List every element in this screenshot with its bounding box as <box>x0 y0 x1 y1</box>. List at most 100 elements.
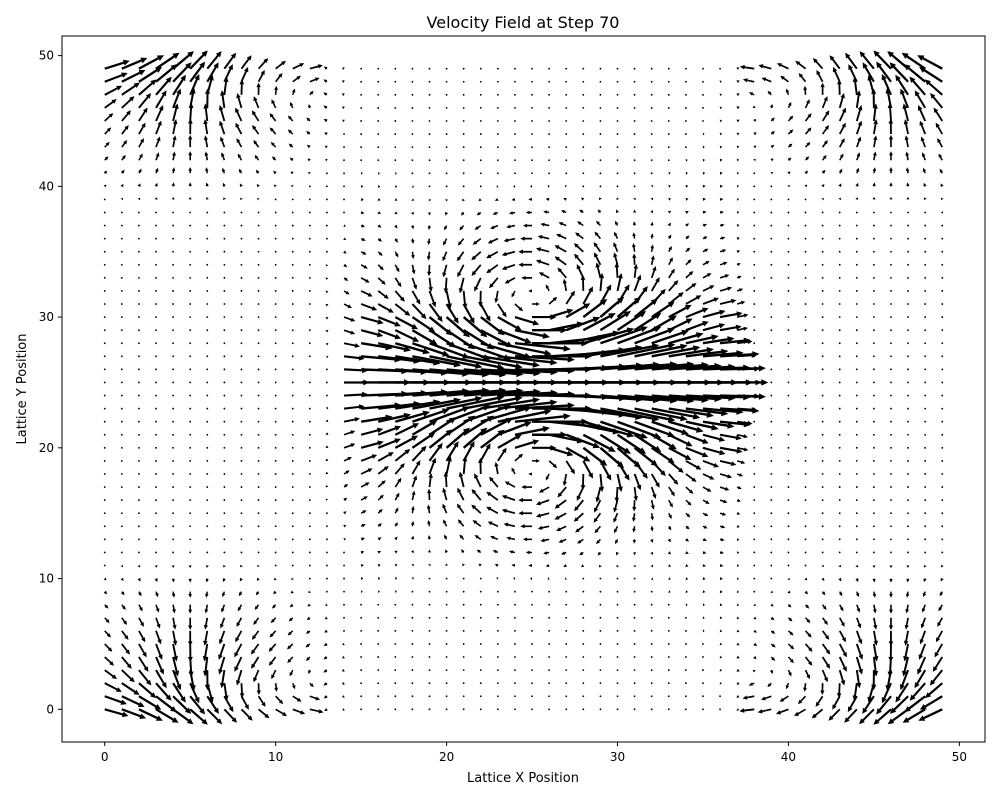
velocity-arrow <box>103 184 107 188</box>
velocity-arrow <box>668 394 722 403</box>
velocity-arrow <box>557 267 567 279</box>
velocity-arrow <box>719 80 722 84</box>
velocity-arrow <box>787 394 790 397</box>
velocity-arrow <box>548 120 551 122</box>
velocity-arrow <box>206 276 209 279</box>
velocity-arrow <box>445 329 476 350</box>
velocity-arrow <box>223 276 226 279</box>
velocity-arrow <box>411 264 416 275</box>
velocity-arrow <box>702 446 726 456</box>
velocity-arrow <box>548 308 574 319</box>
velocity-arrow <box>188 578 192 583</box>
velocity-arrow <box>326 198 328 201</box>
velocity-arrow <box>121 154 126 161</box>
velocity-arrow <box>308 103 312 109</box>
velocity-arrow <box>719 668 722 672</box>
velocity-arrow <box>924 276 927 279</box>
velocity-arrow <box>804 237 807 240</box>
velocity-arrow <box>474 473 482 488</box>
velocity-arrow <box>203 135 209 148</box>
velocity-arrow <box>531 682 533 685</box>
velocity-arrow <box>463 342 512 361</box>
velocity-arrow <box>514 172 516 175</box>
velocity-arrow <box>479 120 482 122</box>
velocity-arrow <box>702 393 751 401</box>
velocity-arrow <box>753 211 756 214</box>
velocity-arrow <box>463 329 495 350</box>
velocity-arrow <box>462 172 465 175</box>
velocity-arrow <box>308 446 311 449</box>
velocity-arrow <box>561 551 567 555</box>
velocity-arrow <box>103 316 106 318</box>
velocity-arrow <box>518 262 533 268</box>
velocity-arrow <box>890 342 892 345</box>
velocity-arrow <box>255 169 260 174</box>
velocity-arrow <box>501 508 516 515</box>
velocity-arrow <box>221 591 226 598</box>
velocity-arrow <box>736 681 740 685</box>
velocity-arrow <box>924 407 927 410</box>
velocity-arrow <box>736 67 740 71</box>
velocity-arrow <box>873 119 878 135</box>
velocity-arrow <box>787 407 790 410</box>
velocity-arrow <box>821 290 824 292</box>
velocity-arrow <box>855 368 858 371</box>
velocity-arrow <box>838 473 841 475</box>
velocity-arrow <box>600 361 661 371</box>
velocity-arrow <box>394 629 397 632</box>
velocity-arrow <box>155 105 164 122</box>
velocity-arrow <box>394 67 397 70</box>
velocity-arrow <box>797 695 807 705</box>
velocity-arrow <box>272 604 277 609</box>
velocity-arrow <box>867 74 875 96</box>
velocity-arrow <box>924 250 927 253</box>
velocity-arrow <box>668 184 671 188</box>
velocity-arrow <box>221 152 226 161</box>
velocity-arrow <box>514 390 575 398</box>
velocity-arrow <box>270 141 277 148</box>
velocity-arrow <box>394 238 398 243</box>
velocity-arrow <box>787 512 790 515</box>
velocity-arrow <box>497 434 523 449</box>
velocity-arrow <box>855 224 858 227</box>
velocity-arrow <box>593 512 602 523</box>
velocity-arrow <box>223 394 226 397</box>
velocity-arrow <box>804 355 807 358</box>
velocity-arrow <box>377 508 383 514</box>
velocity-arrow <box>428 107 431 109</box>
velocity-arrow <box>576 264 585 279</box>
velocity-arrow <box>871 670 877 691</box>
velocity-arrow <box>887 51 909 70</box>
velocity-arrow <box>599 310 632 332</box>
velocity-arrow <box>632 232 636 239</box>
velocity-arrow <box>462 427 488 449</box>
velocity-arrow <box>360 695 363 698</box>
velocity-arrow <box>291 368 294 371</box>
velocity-arrow <box>223 368 226 371</box>
velocity-arrow <box>615 539 619 545</box>
velocity-arrow <box>514 316 540 326</box>
velocity-arrow <box>855 551 858 554</box>
velocity-arrow <box>890 237 892 240</box>
velocity-arrow <box>518 249 533 254</box>
velocity-arrow <box>479 107 482 109</box>
velocity-arrow <box>903 630 909 646</box>
velocity-arrow <box>803 683 807 692</box>
velocity-arrow <box>411 616 414 619</box>
velocity-arrow <box>494 564 499 567</box>
velocity-arrow <box>103 446 106 449</box>
velocity-arrow <box>924 433 927 436</box>
velocity-arrow <box>204 151 209 161</box>
velocity-arrow <box>138 107 148 122</box>
velocity-arrow <box>599 629 602 632</box>
velocity-arrow <box>274 486 277 488</box>
velocity-arrow <box>924 316 927 318</box>
velocity-arrow <box>305 630 311 634</box>
velocity-arrow <box>554 256 567 266</box>
velocity-arrow <box>444 225 448 231</box>
velocity-arrow <box>855 486 858 488</box>
velocity-arrow <box>428 159 431 162</box>
velocity-arrow <box>651 301 675 319</box>
velocity-arrow <box>138 79 157 96</box>
velocity-arrow <box>104 604 109 609</box>
